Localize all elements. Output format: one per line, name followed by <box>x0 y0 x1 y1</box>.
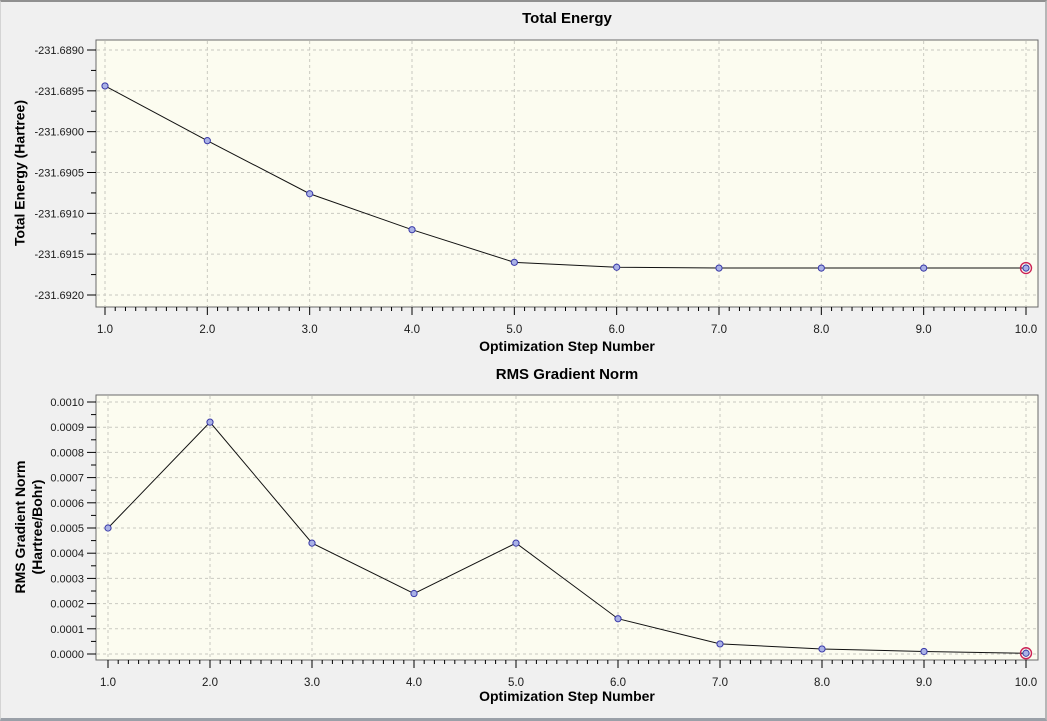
x-tick-label: 5.0 <box>508 677 524 689</box>
y-tick-label: 0.0009 <box>50 422 84 434</box>
x-tick-label: 3.0 <box>302 324 318 336</box>
total-energy-chart: -231.6890 -231.6895 -231.6900 -231.6905 -231… <box>34 39 1039 336</box>
x-tick-label: 9.0 <box>916 324 932 336</box>
x-tick-label: 7.0 <box>711 324 727 336</box>
data-point[interactable] <box>818 645 826 653</box>
y-tick-label: -231.6910 <box>34 208 84 220</box>
data-point[interactable] <box>101 82 109 90</box>
data-point[interactable] <box>306 190 314 198</box>
data-point[interactable] <box>920 647 928 656</box>
data-point[interactable] <box>920 264 928 272</box>
y-tick-label: 0.0003 <box>50 573 84 585</box>
x-tick-label: 2.0 <box>199 324 215 336</box>
x-tick-label: 10.0 <box>1015 324 1037 336</box>
x-axis-title-total-energy: Optimization Step Number <box>479 338 655 354</box>
x-tick-label: 4.0 <box>406 677 422 689</box>
data-point[interactable] <box>817 264 825 272</box>
y-tick-label: 0.0002 <box>50 599 84 611</box>
y-tick-label: 0.0004 <box>50 548 84 560</box>
y-tick-label: -231.6900 <box>34 127 84 139</box>
data-point[interactable] <box>715 264 723 272</box>
x-tick-label: 2.0 <box>202 677 218 689</box>
data-point[interactable] <box>104 524 112 532</box>
data-point[interactable] <box>510 258 518 266</box>
x-tick-label: 8.0 <box>813 324 829 336</box>
data-point[interactable] <box>203 137 211 145</box>
y-tick-label: 0.0010 <box>50 397 84 409</box>
x-tick-label: 4.0 <box>404 324 420 336</box>
y-tick-label: 0.0001 <box>50 624 84 636</box>
x-tick-label: 8.0 <box>814 677 830 689</box>
data-point[interactable] <box>410 589 418 598</box>
y-axis-title-total-energy: Total Energy (Hartree) <box>11 100 28 246</box>
y-tick-label: 0.0008 <box>50 447 84 459</box>
data-point[interactable] <box>1022 649 1030 657</box>
x-tick-label: 1.0 <box>97 324 113 336</box>
data-point[interactable] <box>206 418 214 426</box>
x-tick-label: 9.0 <box>916 677 932 689</box>
x-tick-label: 10.0 <box>1015 677 1037 689</box>
data-point[interactable] <box>408 226 416 234</box>
y-tick-label: 0.0007 <box>50 473 84 485</box>
y-tick-label: -231.6905 <box>34 168 84 180</box>
x-tick-label: 5.0 <box>506 324 522 336</box>
selected-point-ring <box>1019 647 1033 660</box>
rms-gradient-norm-chart: 0.0010 0.0009 0.0008 0.0007 0.0006 0.0005 0.00… <box>50 394 1039 689</box>
data-point[interactable] <box>512 539 520 547</box>
x-tick-label: 7.0 <box>712 677 728 689</box>
x-tick-label: 6.0 <box>610 677 626 689</box>
data-line <box>107 421 1027 654</box>
data-point[interactable] <box>614 615 622 623</box>
data-point[interactable] <box>308 539 316 547</box>
chart-title-rms-gradient-norm: RMS Gradient Norm <box>495 366 639 383</box>
y-tick-label: -231.6915 <box>34 249 84 261</box>
y-tick-label: -231.6890 <box>34 45 84 57</box>
data-point[interactable] <box>613 263 621 271</box>
x-tick-label: 1.0 <box>100 677 116 689</box>
y-tick-label: -231.6895 <box>34 86 84 98</box>
x-tick-label: 3.0 <box>304 677 320 689</box>
data-line <box>104 85 1026 269</box>
chart-title-total-energy: Total Energy <box>522 10 612 27</box>
data-point[interactable] <box>1022 264 1030 272</box>
x-axis-title-rms-gradient-norm: Optimization Step Number <box>479 688 655 704</box>
y-tick-label: 0.0000 <box>50 649 84 661</box>
y-tick-label: -231.6920 <box>34 290 84 302</box>
x-tick-label: 6.0 <box>609 324 625 336</box>
data-point[interactable] <box>716 640 724 648</box>
y-tick-label: 0.0006 <box>50 498 84 510</box>
y-axis-title-rms-gradient-norm: RMS Gradient Norm (Hartree/Bohr) <box>12 460 45 594</box>
y-tick-label: 0.0005 <box>50 523 84 535</box>
selected-point-ring <box>1019 261 1033 275</box>
